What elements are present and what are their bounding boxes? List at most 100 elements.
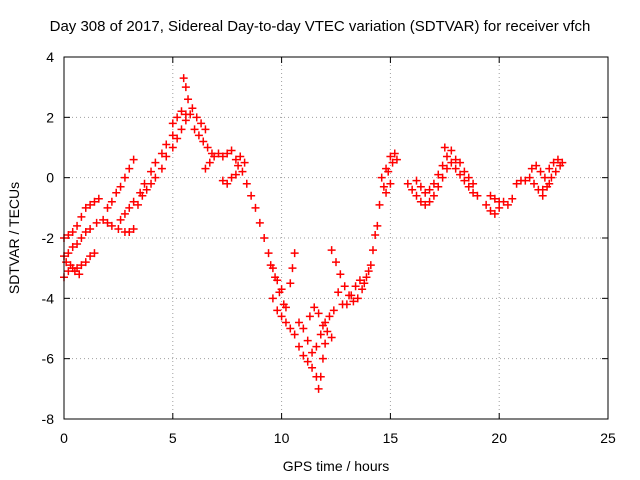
- data-point: [527, 164, 536, 173]
- data-point: [545, 164, 554, 173]
- data-point: [116, 215, 125, 224]
- data-point: [469, 188, 478, 197]
- data-point: [464, 182, 473, 191]
- data-point: [99, 215, 108, 224]
- data-point: [366, 261, 375, 270]
- data-point: [314, 384, 323, 393]
- data-point: [68, 243, 77, 252]
- data-point: [551, 167, 560, 176]
- data-point: [416, 182, 425, 191]
- data-point: [408, 185, 417, 194]
- data-point: [442, 164, 451, 173]
- y-axis-label: SDTVAR / TECUs: [6, 182, 22, 294]
- data-point: [382, 188, 391, 197]
- data-point: [114, 224, 123, 233]
- data-point: [364, 267, 373, 276]
- data-point: [203, 143, 212, 152]
- data-point: [168, 143, 177, 152]
- data-point: [440, 143, 449, 152]
- data-point: [482, 200, 491, 209]
- data-point: [312, 342, 321, 351]
- data-point: [349, 297, 358, 306]
- data-point: [473, 191, 482, 200]
- data-point: [314, 309, 323, 318]
- data-point: [236, 152, 245, 161]
- data-point: [503, 200, 512, 209]
- data-point: [73, 240, 82, 249]
- data-point: [151, 173, 160, 182]
- data-point: [490, 209, 499, 218]
- data-point: [425, 197, 434, 206]
- data-point: [147, 167, 156, 176]
- data-point: [238, 167, 247, 176]
- data-point: [186, 110, 195, 119]
- x-axis-label: GPS time / hours: [283, 458, 390, 474]
- data-point: [299, 324, 308, 333]
- data-point: [188, 104, 197, 113]
- data-point: [347, 291, 356, 300]
- data-point: [403, 179, 412, 188]
- data-point: [451, 155, 460, 164]
- data-point: [368, 246, 377, 255]
- data-point: [77, 212, 86, 221]
- data-point: [177, 125, 186, 134]
- data-point: [116, 182, 125, 191]
- data-point: [205, 158, 214, 167]
- data-point: [538, 185, 547, 194]
- data-point: [332, 258, 340, 267]
- data-point: [308, 363, 317, 372]
- data-point: [129, 197, 138, 206]
- data-point: [77, 234, 86, 242]
- data-point: [438, 161, 447, 170]
- data-point: [373, 221, 382, 230]
- x-tick-label: 15: [383, 430, 399, 446]
- data-point: [490, 194, 499, 203]
- data-point: [194, 131, 203, 140]
- data-point: [421, 188, 430, 197]
- data-point: [316, 330, 325, 339]
- data-point: [392, 155, 401, 164]
- data-point: [125, 203, 134, 212]
- data-point: [240, 158, 249, 167]
- data-point: [210, 152, 219, 161]
- data-point: [86, 200, 95, 209]
- data-point: [323, 327, 332, 336]
- data-point: [508, 194, 517, 203]
- data-point: [295, 342, 304, 351]
- data-point: [81, 258, 90, 267]
- data-point: [129, 155, 138, 164]
- tick-labels: 0 5 10 15 20 25 -8 -6 -4 -2 0 2 4: [42, 49, 616, 446]
- data-point: [425, 185, 434, 194]
- data-point: [120, 173, 129, 182]
- data-point: [351, 282, 360, 291]
- data-point: [286, 324, 295, 333]
- data-point: [197, 119, 206, 128]
- y-tick-label: 0: [46, 170, 54, 186]
- data-point: [486, 206, 495, 215]
- data-point: [290, 249, 299, 258]
- x-tick-label: 10: [274, 430, 290, 446]
- data-point: [360, 279, 369, 288]
- data-point: [133, 200, 142, 209]
- data-point: [421, 200, 430, 209]
- data-point: [70, 267, 79, 276]
- data-point: [308, 348, 317, 357]
- data-point: [81, 203, 90, 212]
- data-point: [451, 164, 460, 173]
- data-point: [177, 107, 186, 116]
- data-point: [231, 155, 240, 164]
- y-tick-label: -8: [42, 411, 55, 427]
- data-point: [184, 95, 193, 104]
- data-point: [168, 119, 177, 128]
- data-point: [329, 306, 338, 315]
- data-point: [362, 273, 371, 282]
- data-point: [434, 170, 443, 179]
- data-point: [558, 158, 567, 167]
- chart-title: Day 308 of 2017, Sidereal Day-to-day VTE…: [50, 18, 591, 35]
- data-point: [242, 179, 251, 188]
- data-point: [530, 179, 539, 188]
- data-point: [290, 330, 299, 339]
- data-point: [179, 74, 188, 83]
- data-point: [103, 218, 112, 227]
- data-point: [456, 170, 465, 179]
